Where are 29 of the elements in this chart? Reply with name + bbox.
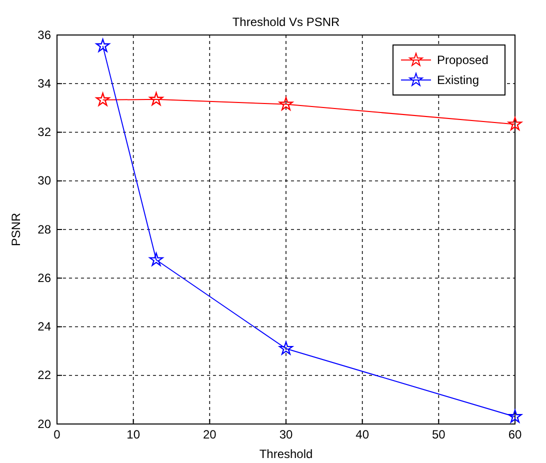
x-tick-label: 40 <box>356 428 370 442</box>
point <box>149 92 164 106</box>
y-axis-title: PSNR <box>9 212 23 246</box>
y-tick-label: 34 <box>38 76 52 90</box>
chart-title: Threshold Vs PSNR <box>232 15 340 29</box>
x-tick-label: 10 <box>126 428 140 442</box>
y-tick-label: 26 <box>38 270 52 285</box>
x-axis-title: Threshold <box>259 447 313 461</box>
y-tick-label: 22 <box>38 368 52 382</box>
x-tick-label: 30 <box>279 428 293 442</box>
legend-label: Proposed <box>437 53 488 67</box>
legend-label: Existing <box>437 73 480 87</box>
x-tick-label: 0 <box>54 428 61 442</box>
x-tick-label: 50 <box>432 428 446 442</box>
point <box>279 97 293 110</box>
x-tick-label: 20 <box>202 428 217 442</box>
y-tick-label: 28 <box>38 222 52 236</box>
point <box>149 252 164 266</box>
point <box>508 116 522 130</box>
y-tick-label: 32 <box>38 125 52 140</box>
point <box>96 38 110 52</box>
y-tick-label: 20 <box>38 416 52 431</box>
y-tick-label: 30 <box>38 174 52 188</box>
point <box>96 92 110 106</box>
point <box>279 341 293 355</box>
point <box>508 409 522 423</box>
y-tick-label: 24 <box>38 320 52 334</box>
x-tick-label: 60 <box>508 428 522 442</box>
y-tick-label: 36 <box>38 28 52 42</box>
